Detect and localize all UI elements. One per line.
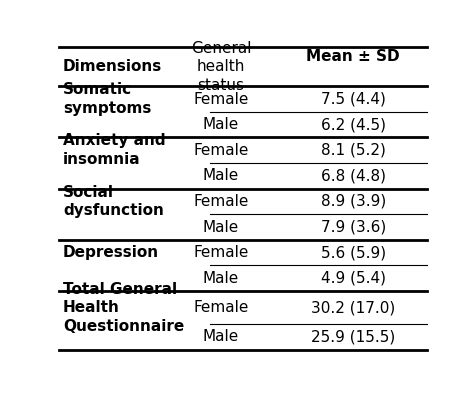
Text: Male: Male [203, 271, 239, 286]
Text: 7.9 (3.6): 7.9 (3.6) [320, 220, 386, 235]
Text: Male: Male [203, 329, 239, 345]
Text: Female: Female [193, 245, 248, 260]
Text: General
health
status: General health status [191, 40, 251, 93]
Text: 25.9 (15.5): 25.9 (15.5) [311, 329, 395, 345]
Text: Social
dysfunction: Social dysfunction [63, 185, 164, 218]
Text: 8.9 (3.9): 8.9 (3.9) [320, 194, 386, 209]
Text: Somatic
symptoms: Somatic symptoms [63, 82, 151, 116]
Text: Male: Male [203, 168, 239, 184]
Text: Mean ± SD: Mean ± SD [306, 49, 400, 64]
Text: 6.8 (4.8): 6.8 (4.8) [320, 168, 386, 184]
Text: 5.6 (5.9): 5.6 (5.9) [320, 245, 386, 260]
Text: Total General
Health
Questionnaire: Total General Health Questionnaire [63, 281, 184, 334]
Text: 6.2 (4.5): 6.2 (4.5) [320, 117, 386, 132]
Text: Male: Male [203, 117, 239, 132]
Text: 4.9 (5.4): 4.9 (5.4) [320, 271, 386, 286]
Text: Female: Female [193, 300, 248, 315]
Text: 7.5 (4.4): 7.5 (4.4) [321, 92, 385, 107]
Text: Male: Male [203, 220, 239, 235]
Text: Anxiety and
insomnia: Anxiety and insomnia [63, 134, 165, 167]
Text: Female: Female [193, 92, 248, 107]
Text: Depression: Depression [63, 245, 159, 260]
Text: Dimensions: Dimensions [63, 59, 162, 74]
Text: Female: Female [193, 143, 248, 158]
Text: Female: Female [193, 194, 248, 209]
Text: 30.2 (17.0): 30.2 (17.0) [311, 300, 395, 315]
Text: 8.1 (5.2): 8.1 (5.2) [321, 143, 385, 158]
